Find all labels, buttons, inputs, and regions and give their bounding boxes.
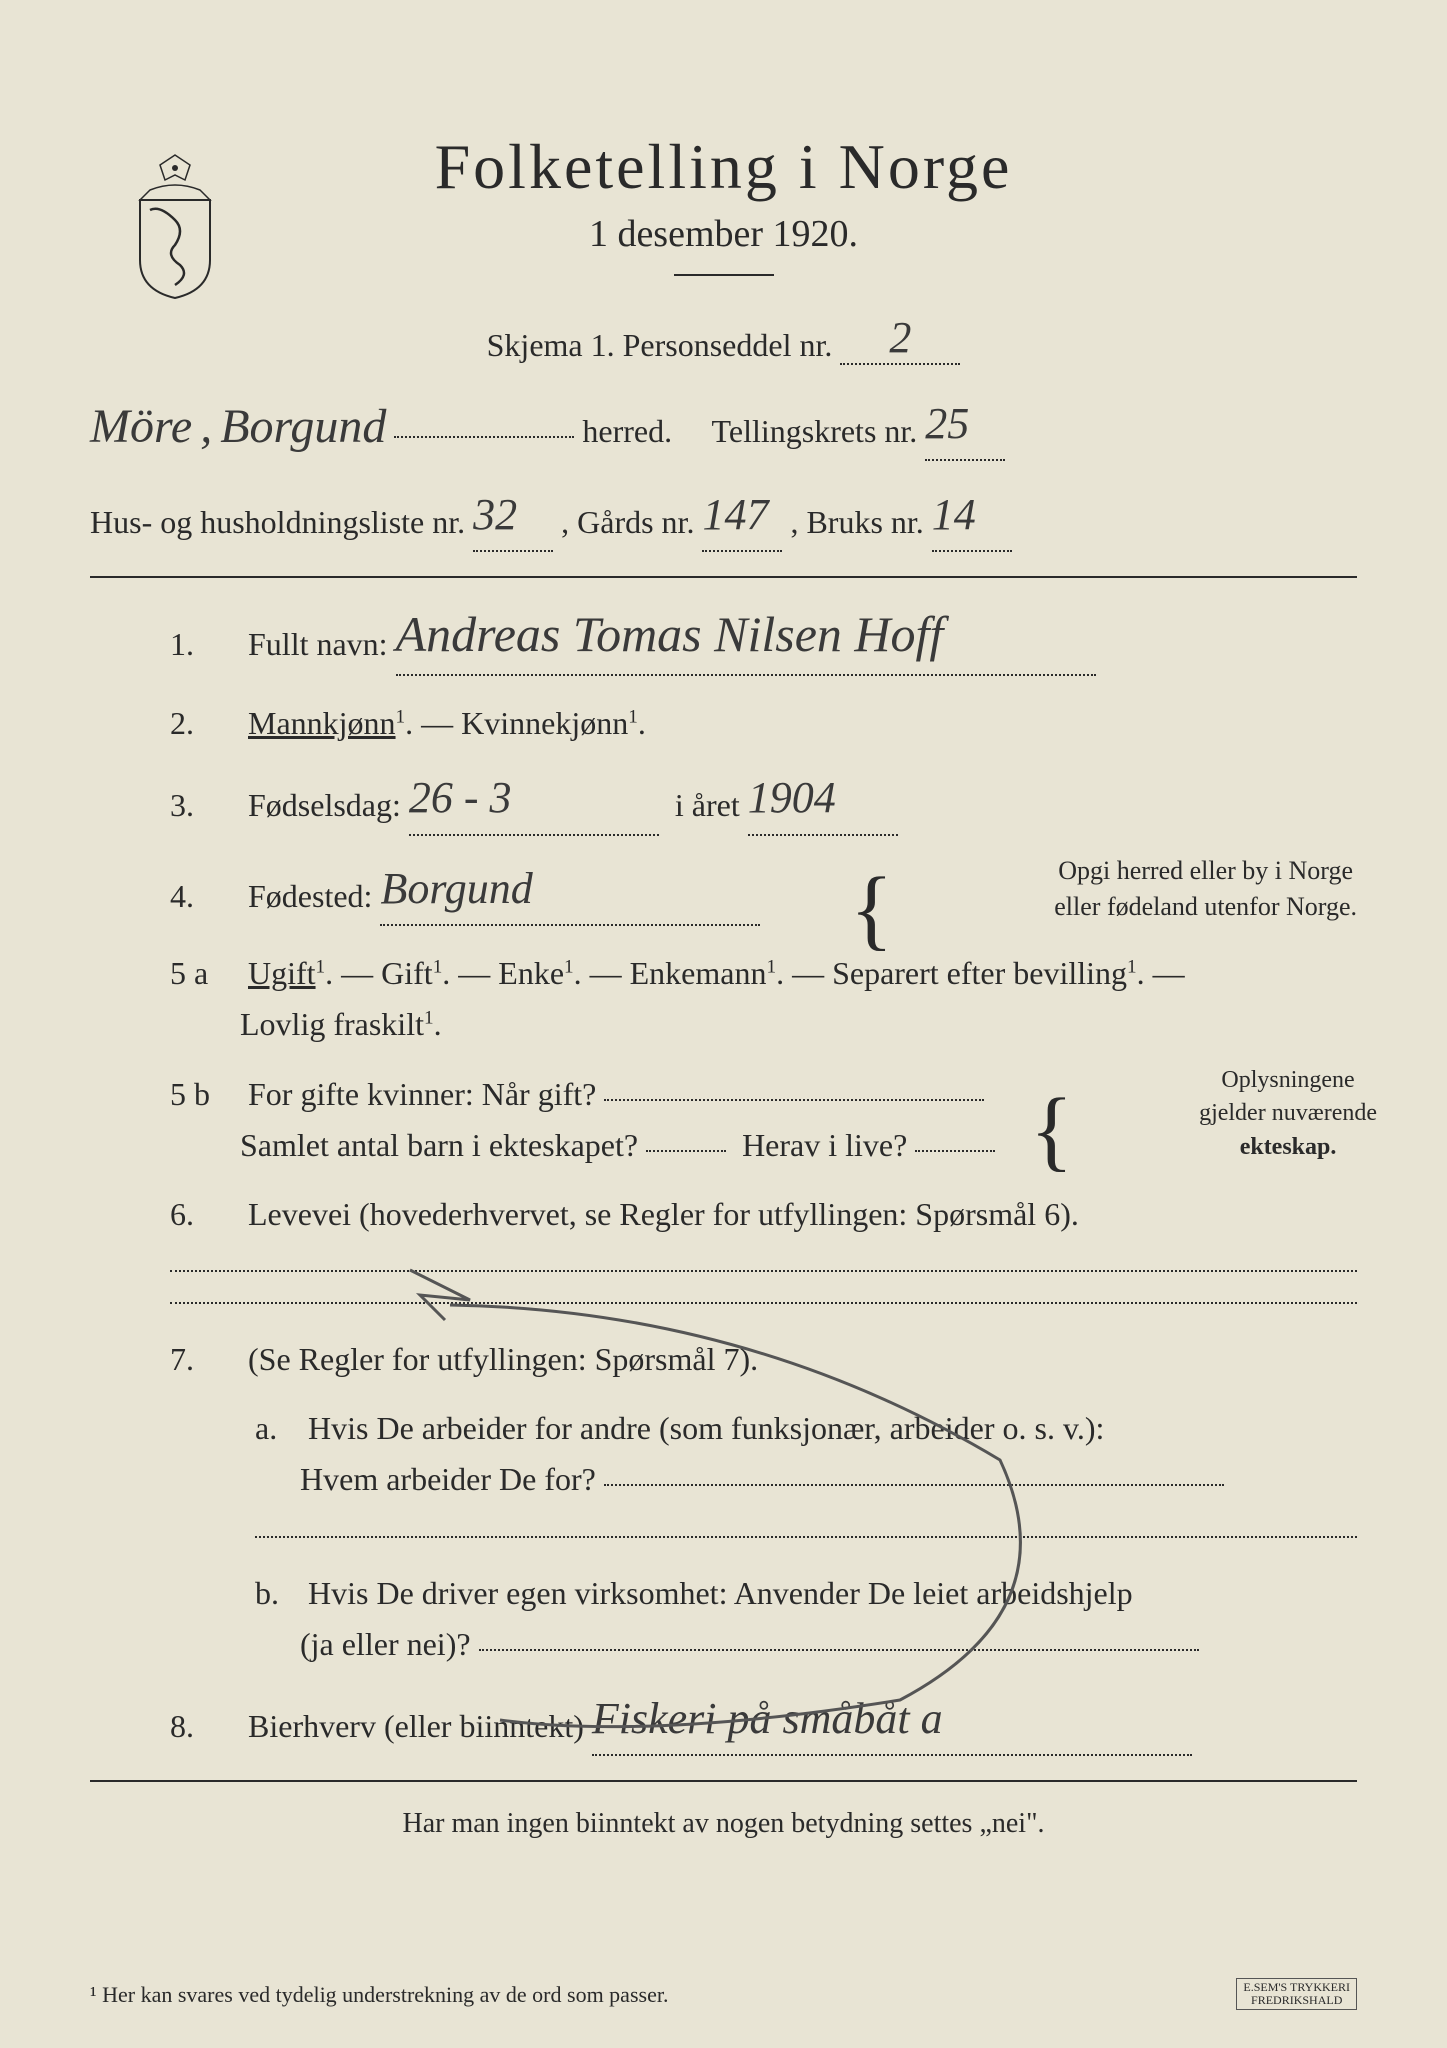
q4-line: 4. Fødested: Borgund { Opgi herred eller…: [90, 858, 1357, 930]
full-name: Andreas Tomas Nilsen Hoff: [396, 594, 944, 674]
q5a-line: 5 a Ugift1. — Gift1. — Enke1. — Enkemann…: [90, 948, 1357, 1050]
gender-male-selected: Mannkjønn: [248, 705, 396, 741]
herred-value: Borgund: [220, 389, 386, 466]
birth-year: 1904: [748, 763, 836, 833]
q6-line: 6. Levevei (hovederhvervet, se Regler fo…: [90, 1189, 1357, 1240]
bierhverv-value: Fiskeri på småbåt a: [592, 1684, 943, 1754]
q7b-line: b. Hvis De driver egen virksomhet: Anven…: [90, 1568, 1357, 1670]
bottom-note: Har man ingen biinntekt av nogen betydni…: [90, 1802, 1357, 1847]
q2-line: 2. Mannkjønn1. — Kvinnekjønn1.: [90, 698, 1357, 749]
personseddel-nr: 2: [889, 312, 911, 363]
hus-line: Hus- og husholdningsliste nr. 32 , Gårds…: [90, 484, 1357, 556]
husliste-nr: 32: [473, 480, 517, 550]
footnote: ¹ Her kan svares ved tydelig understrekn…: [90, 1982, 668, 2008]
herred-line: Möre , Borgund herred. Tellingskrets nr.…: [90, 389, 1357, 466]
amt-value: Möre: [90, 389, 192, 466]
q5b-line: 5 b For gifte kvinner: Når gift? Samlet …: [90, 1069, 1357, 1171]
title-divider: [674, 274, 774, 276]
q3-line: 3. Fødselsdag: 26 - 3 i året 1904: [90, 767, 1357, 839]
birth-day: 26 - 3: [409, 763, 512, 833]
birthplace: Borgund: [380, 854, 532, 924]
krets-nr: 25: [925, 389, 969, 459]
q7-line: 7. (Se Regler for utfyllingen: Spørsmål …: [90, 1334, 1357, 1385]
q1-line: 1. Fullt navn: Andreas Tomas Nilsen Hoff: [90, 598, 1357, 680]
norway-crest-icon: [120, 150, 230, 300]
subtitle-date: 1 desember 1920.: [90, 212, 1357, 256]
skjema-line: Skjema 1. Personseddel nr. 2: [90, 316, 1357, 369]
q8-line: 8. Bierhverv (eller biinntekt) Fiskeri p…: [90, 1688, 1357, 1760]
gards-nr: 147: [702, 480, 768, 550]
q7a-line: a. Hvis De arbeider for andre (som funks…: [90, 1403, 1357, 1505]
main-title: Folketelling i Norge: [90, 130, 1357, 204]
bruks-nr: 14: [932, 480, 976, 550]
printer-mark: E.SEM'S TRYKKERI FREDRIKSHALD: [1236, 1978, 1357, 2010]
marital-ugift-selected: Ugift: [248, 955, 316, 991]
